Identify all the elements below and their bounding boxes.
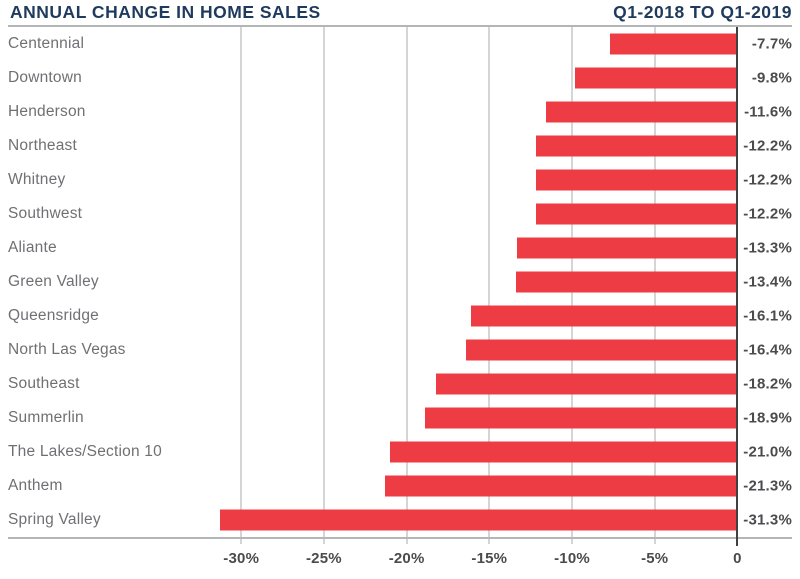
- category-label: Whitney: [8, 171, 66, 188]
- chart-row: Henderson -11.6%: [8, 95, 792, 129]
- bar: [436, 373, 738, 395]
- x-tick-label: -30%: [223, 550, 260, 567]
- value-label: -21.0%: [743, 443, 792, 461]
- chart-row: Aliante -13.3%: [8, 231, 792, 265]
- category-label: Queensridge: [8, 307, 99, 324]
- bar: [517, 237, 738, 259]
- category-label: Green Valley: [8, 273, 99, 290]
- value-label: -12.2%: [743, 137, 792, 155]
- chart-row: Anthem -21.3%: [8, 469, 792, 503]
- value-label: -12.2%: [743, 171, 792, 189]
- value-label: -13.3%: [743, 239, 792, 257]
- chart-title: ANNUAL CHANGE IN HOME SALES: [10, 2, 321, 22]
- category-label: Summerlin: [8, 409, 84, 426]
- category-label: Northeast: [8, 137, 77, 154]
- bar: [219, 509, 738, 531]
- category-label: Aliante: [8, 239, 57, 256]
- value-label: -16.4%: [743, 341, 792, 359]
- chart-row: Northeast -12.2%: [8, 129, 792, 163]
- value-label: -9.8%: [751, 69, 792, 87]
- x-tick-label: -5%: [641, 550, 669, 567]
- gridline: [488, 27, 491, 544]
- bar: [471, 305, 738, 327]
- chart-row: Centennial -7.7%: [8, 27, 792, 61]
- category-label: Henderson: [8, 103, 86, 120]
- chart-row: Green Valley -13.4%: [8, 265, 792, 299]
- value-label: -12.2%: [743, 205, 792, 223]
- category-label: The Lakes/Section 10: [8, 443, 162, 460]
- chart-row: North Las Vegas -16.4%: [8, 333, 792, 367]
- x-tick-label: 0: [733, 550, 742, 567]
- x-tick-label: -15%: [471, 550, 508, 567]
- bar: [424, 407, 738, 429]
- bar: [535, 169, 738, 191]
- category-label: Downtown: [8, 69, 82, 86]
- value-label: -18.9%: [743, 409, 792, 427]
- bar-rows: Centennial -7.7% Downtown -9.8% Henderson -11…: [8, 27, 792, 537]
- bar: [545, 101, 738, 123]
- bar: [535, 135, 738, 157]
- chart-row: Downtown -9.8%: [8, 61, 792, 95]
- value-label: -31.3%: [743, 511, 792, 529]
- chart-period-label: Q1-2018 TO Q1-2019: [613, 2, 792, 22]
- category-label: Southwest: [8, 205, 83, 222]
- chart-row: Southwest -12.2%: [8, 197, 792, 231]
- x-axis-line: [8, 537, 792, 539]
- bar: [575, 67, 738, 89]
- chart-row: Southeast -18.2%: [8, 367, 792, 401]
- zero-baseline: [736, 27, 739, 546]
- chart-row: Spring Valley -31.3%: [8, 503, 792, 537]
- gridline: [405, 27, 408, 544]
- chart-row: Whitney -12.2%: [8, 163, 792, 197]
- value-label: -13.4%: [743, 273, 792, 291]
- category-label: North Las Vegas: [8, 341, 126, 358]
- header-divider-line: [8, 25, 792, 27]
- value-label: -18.2%: [743, 375, 792, 393]
- plot-area: Centennial -7.7% Downtown -9.8% Henderson -11…: [8, 27, 792, 546]
- x-tick-label: -20%: [388, 550, 425, 567]
- category-label: Spring Valley: [8, 511, 101, 528]
- x-axis-tick-labels: -30% -25% -20% -15% -10% -5% 0: [8, 546, 792, 574]
- category-label: Anthem: [8, 477, 63, 494]
- category-label: Centennial: [8, 35, 85, 52]
- chart-row: Queensridge -16.1%: [8, 299, 792, 333]
- chart-header: ANNUAL CHANGE IN HOME SALES Q1-2018 TO Q…: [10, 0, 792, 25]
- gridline: [240, 27, 243, 544]
- bar: [390, 441, 738, 463]
- x-tick-label: -10%: [554, 550, 590, 567]
- value-label: -7.7%: [751, 35, 792, 53]
- bar: [515, 271, 738, 293]
- bar: [466, 339, 738, 361]
- gridline: [322, 27, 325, 544]
- bar: [385, 475, 738, 497]
- value-label: -16.1%: [743, 307, 792, 325]
- chart-row: The Lakes/Section 10 -21.0%: [8, 435, 792, 469]
- value-label: -11.6%: [744, 103, 792, 121]
- chart-row: Summerlin -18.9%: [8, 401, 792, 435]
- value-label: -21.3%: [743, 477, 792, 495]
- bar: [610, 33, 738, 55]
- category-label: Southeast: [8, 375, 80, 392]
- bar: [535, 203, 738, 225]
- x-tick-label: -25%: [305, 550, 342, 567]
